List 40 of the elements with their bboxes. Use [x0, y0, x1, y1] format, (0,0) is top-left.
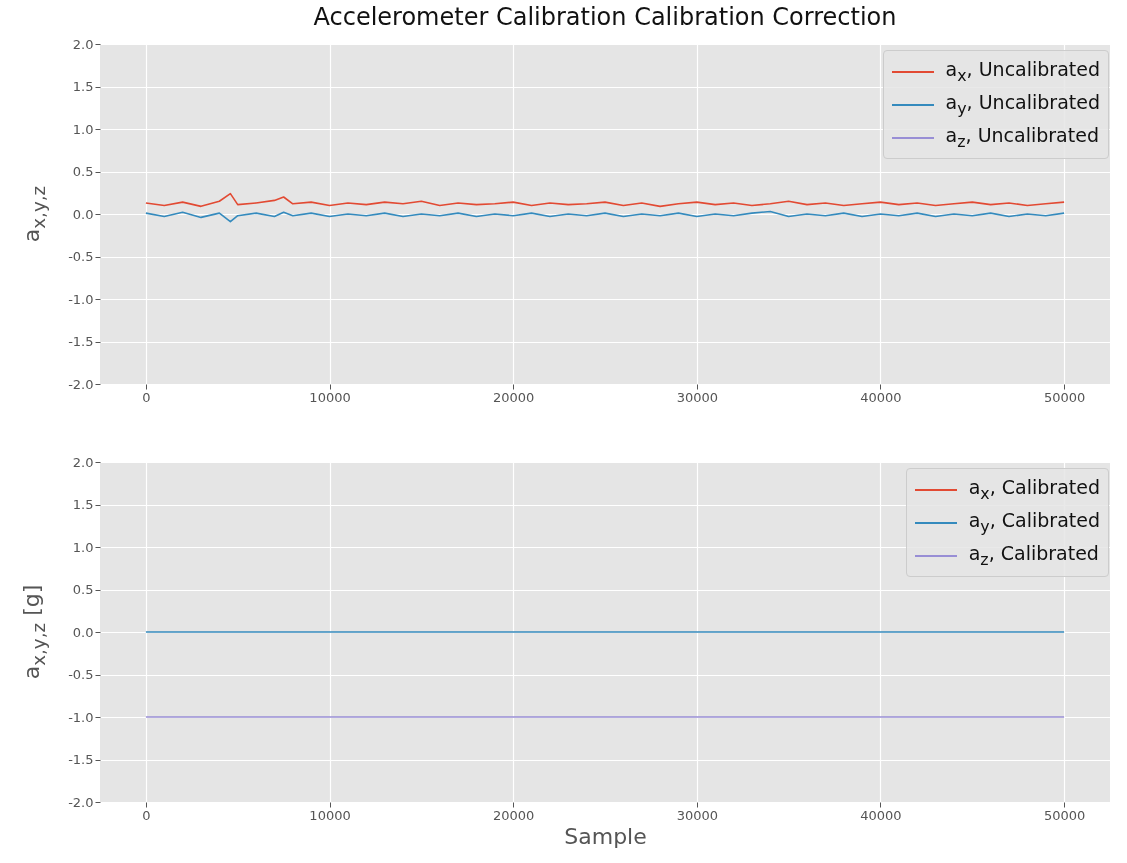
y-tick-label: 1.0 [72, 121, 94, 137]
x-tick-label: 20000 [493, 389, 535, 405]
legend-label: a$_{z}$, Uncalibrated [945, 124, 1099, 151]
y-tick-label: 0.5 [72, 164, 94, 179]
y-tick-label: -2.0 [68, 794, 94, 810]
y-tick-label: -0.5 [68, 667, 94, 682]
y-tick-label: 2.0 [72, 36, 94, 52]
x-tick-label: 10000 [309, 807, 351, 823]
x-tick-label: 30000 [676, 389, 718, 405]
y-tick-label: -1.5 [68, 334, 94, 349]
y-tick-label: -1.0 [68, 709, 94, 725]
x-axis-title: Sample [564, 823, 647, 849]
chart-title: Accelerometer Calibration Calibration Correction [313, 3, 897, 31]
x-tick-label: 0 [142, 807, 151, 823]
x-tick-label: 10000 [309, 389, 351, 405]
y-tick-label: -1.5 [68, 752, 94, 767]
legend-label: a$_{x}$, Calibrated [968, 476, 1100, 503]
y-tick-label: -0.5 [68, 249, 94, 264]
line-series [145, 192, 1065, 208]
y-tick-label: 0.0 [72, 206, 94, 222]
legend-label: a$_{z}$, Calibrated [968, 542, 1099, 569]
x-tick-label: 50000 [1043, 807, 1086, 823]
y-tick-label: 2.0 [72, 454, 94, 470]
y-tick-label: 1.5 [72, 79, 94, 94]
y-tick-label: 1.0 [72, 539, 94, 555]
x-tick-label: 40000 [860, 389, 902, 405]
legend-label: a$_{y}$, Calibrated [968, 509, 1100, 536]
y-tick-label: 0.5 [72, 582, 94, 597]
x-tick-label: 0 [142, 389, 151, 405]
legend-label: a$_{x}$, Uncalibrated [945, 58, 1100, 85]
y-tick-label: 1.5 [72, 497, 94, 512]
y-tick-label: -1.0 [68, 291, 94, 307]
x-tick-label: 30000 [676, 807, 718, 823]
x-tick-label: 40000 [860, 807, 902, 823]
x-tick-label: 50000 [1043, 389, 1086, 405]
y-tick-label: 0.0 [72, 624, 94, 640]
x-tick-label: 20000 [493, 807, 535, 823]
y-tick-label: -2.0 [68, 376, 94, 392]
legend-label: a$_{y}$, Uncalibrated [945, 91, 1100, 118]
line-series [145, 210, 1065, 223]
